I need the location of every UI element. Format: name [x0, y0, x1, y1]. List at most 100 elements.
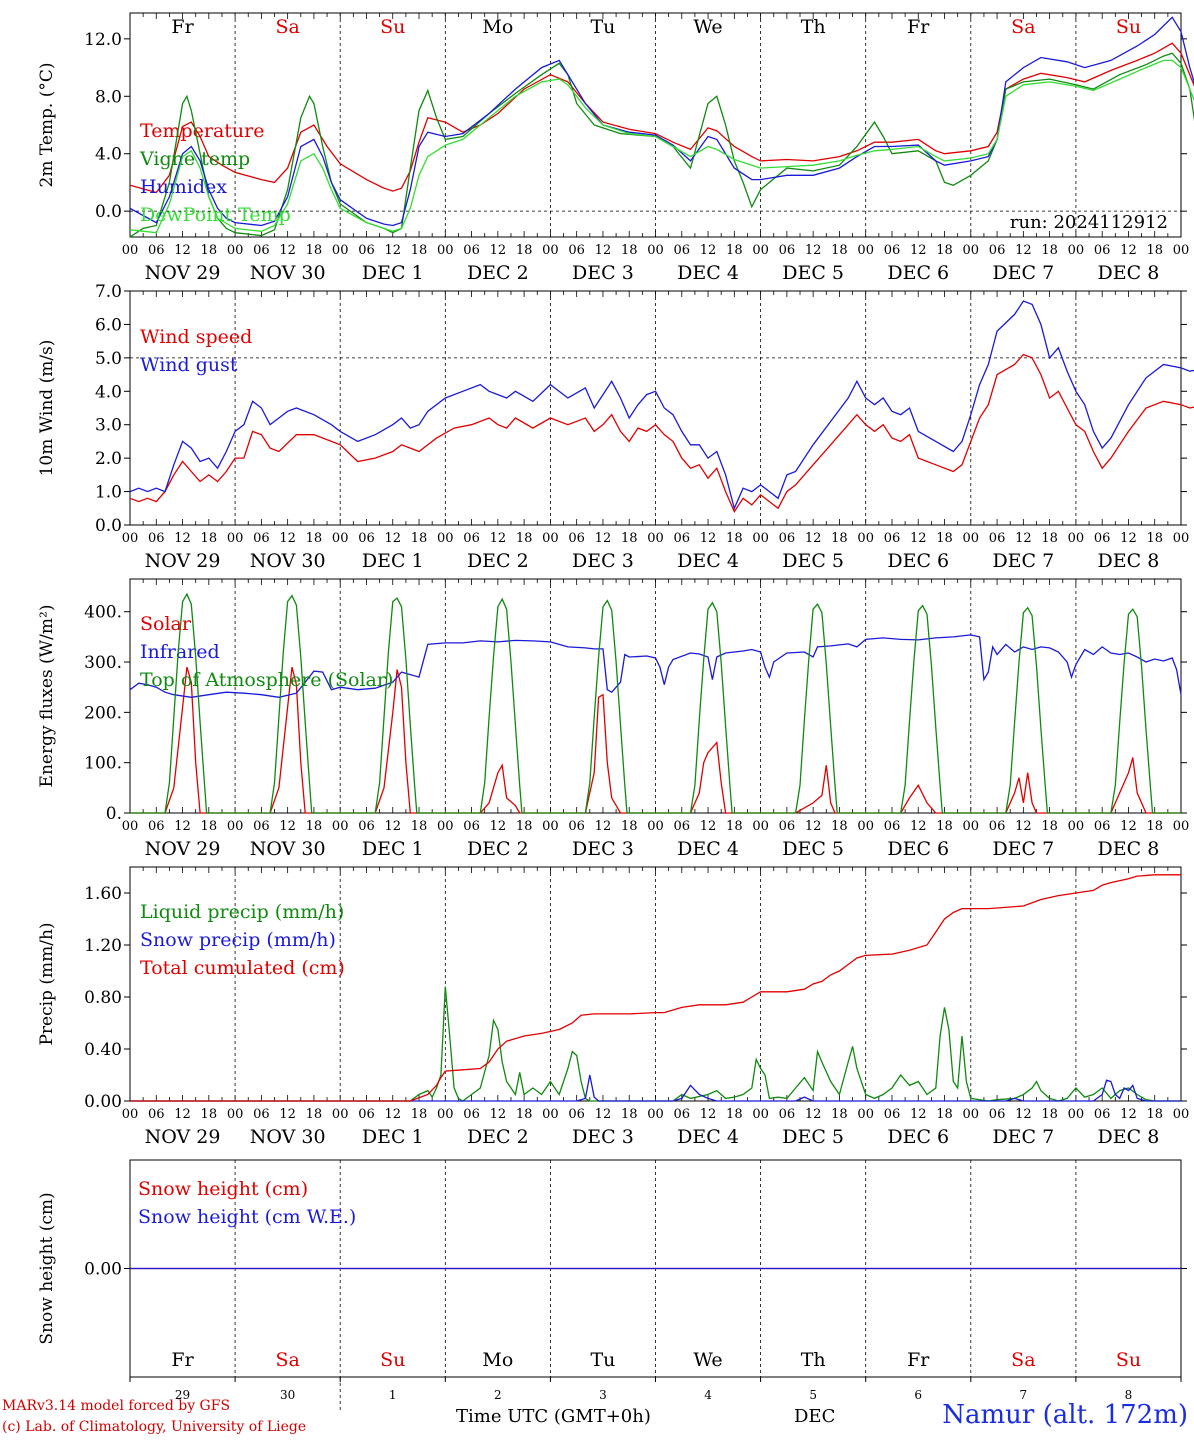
- temp-hour-label: 00: [1173, 243, 1190, 258]
- wind-y-tick-label: 0.0: [95, 516, 122, 536]
- wind-hour-label: 18: [201, 531, 218, 546]
- flux-hour-label: 18: [831, 819, 848, 834]
- snow-legend-entry: Snow height (cm): [138, 1178, 308, 1200]
- flux-series-line: [130, 592, 1181, 814]
- wind-y-tick-label: 5.0: [95, 349, 122, 369]
- flux-hour-label: 12: [384, 819, 401, 834]
- wind-y-tick-label: 7.0: [95, 282, 122, 302]
- precip-date-label: NOV 30: [250, 1126, 326, 1148]
- precip-y-tick-label: 1.20: [84, 936, 122, 956]
- snow-y-axis-label: Snow height (cm): [37, 1192, 57, 1344]
- snow-y-tick-label: 0.00: [84, 1260, 122, 1280]
- precip-hour-label: 12: [700, 1107, 717, 1122]
- weekday-label-bottom: Sa: [275, 1349, 299, 1371]
- precip-hour-label: 12: [490, 1107, 507, 1122]
- flux-hour-label: 12: [279, 819, 296, 834]
- flux-date-label: DEC 6: [887, 838, 949, 860]
- precip-legend-entry: Liquid precip (mm/h): [140, 901, 344, 923]
- temp-hour-label: 18: [831, 243, 848, 258]
- precip-series-line: [130, 986, 1181, 1102]
- weekday-label-top: Mo: [482, 16, 513, 38]
- temp-hour-label: 00: [227, 243, 244, 258]
- precip-hour-label: 00: [1068, 1107, 1085, 1122]
- temp-hour-label: 12: [595, 243, 612, 258]
- weekday-label-bottom: Su: [1116, 1349, 1141, 1371]
- temp-hour-label: 12: [490, 243, 507, 258]
- temp-hour-label: 06: [884, 243, 901, 258]
- temp-hour-label: 12: [910, 243, 927, 258]
- temp-hour-label: 12: [279, 243, 296, 258]
- flux-series-line: [129, 634, 1182, 698]
- precip-hour-label: 12: [1120, 1107, 1137, 1122]
- temp-hour-label: 06: [779, 243, 796, 258]
- precip-hour-label: 00: [857, 1107, 874, 1122]
- flux-hour-label: 06: [989, 819, 1006, 834]
- temp-legend-entry: Humidex: [140, 176, 227, 198]
- precip-hour-label: 06: [148, 1107, 165, 1122]
- wind-date-label: NOV 30: [250, 550, 326, 572]
- flux-date-label: DEC 3: [572, 838, 634, 860]
- temp-hour-label: 06: [463, 243, 480, 258]
- precip-hour-label: 18: [831, 1107, 848, 1122]
- temp-hour-label: 12: [700, 243, 717, 258]
- run-label: run: 2024112912: [1010, 212, 1168, 233]
- flux-hour-label: 12: [805, 819, 822, 834]
- precip-y-axis-label: Precip (mm/h): [37, 922, 57, 1045]
- flux-y-tick-label: 200.: [84, 703, 122, 723]
- temp-y-tick-label: 4.0: [95, 145, 122, 165]
- wind-y-tick-label: 2.0: [95, 449, 122, 469]
- wind-hour-label: 00: [122, 531, 139, 546]
- precip-y-tick-label: 0.00: [84, 1092, 122, 1112]
- wind-date-label: NOV 29: [145, 550, 221, 572]
- wind-date-label: DEC 8: [1098, 550, 1160, 572]
- wind-hour-label: 12: [910, 531, 927, 546]
- flux-hour-label: 00: [122, 819, 139, 834]
- weekday-label-bottom: Fr: [907, 1349, 930, 1371]
- temp-hour-label: 18: [621, 243, 638, 258]
- temp-hour-label: 00: [963, 243, 980, 258]
- flux-legend-entry: Solar: [140, 613, 192, 635]
- temp-date-label: DEC 3: [572, 262, 634, 284]
- wind-series-line: [129, 300, 1194, 511]
- wind-hour-label: 00: [437, 531, 454, 546]
- day-number-label: 4: [704, 1388, 712, 1402]
- temp-date-label: DEC 8: [1098, 262, 1160, 284]
- wind-legend-entry: Wind gust: [140, 354, 238, 376]
- wind-hour-label: 18: [621, 531, 638, 546]
- temp-hour-label: 18: [726, 243, 743, 258]
- precip-date-label: DEC 4: [677, 1126, 739, 1148]
- weekday-label-top: Tu: [590, 16, 615, 38]
- temp-series-line: [129, 42, 1194, 194]
- temp-date-label: DEC 5: [782, 262, 844, 284]
- temp-hour-label: 12: [174, 243, 191, 258]
- weekday-label-bottom: Tu: [590, 1349, 615, 1371]
- weekday-label-bottom: Mo: [482, 1349, 513, 1371]
- temp-hour-label: 18: [516, 243, 533, 258]
- model-credit: MARv3.14 model forced by GFS: [2, 1398, 231, 1414]
- wind-hour-label: 06: [779, 531, 796, 546]
- wind-hour-label: 18: [306, 531, 323, 546]
- temp-series-line: [129, 59, 1194, 234]
- weekday-label-bottom: Su: [380, 1349, 405, 1371]
- precip-hour-label: 12: [910, 1107, 927, 1122]
- precip-hour-label: 00: [752, 1107, 769, 1122]
- snow-legend-entry: Snow height (cm W.E.): [138, 1206, 356, 1228]
- flux-hour-label: 06: [779, 819, 796, 834]
- temp-hour-label: 12: [1120, 243, 1137, 258]
- flux-y-tick-label: 0.: [106, 804, 122, 824]
- precip-y-tick-label: 1.60: [84, 884, 122, 904]
- flux-hour-label: 12: [910, 819, 927, 834]
- temp-legend-entry: Vigne temp: [139, 148, 250, 170]
- flux-hour-label: 00: [857, 819, 874, 834]
- temp-y-tick-label: 8.0: [95, 87, 122, 107]
- temp-hour-label: 18: [936, 243, 953, 258]
- flux-series-line: [130, 666, 1181, 814]
- temp-hour-label: 00: [857, 243, 874, 258]
- flux-hour-label: 00: [227, 819, 244, 834]
- precip-hour-label: 12: [174, 1107, 191, 1122]
- temp-hour-label: 18: [306, 243, 323, 258]
- flux-hour-label: 18: [726, 819, 743, 834]
- precip-y-tick-label: 0.80: [84, 988, 122, 1008]
- precip-series-line: [130, 874, 1181, 1102]
- temp-hour-label: 00: [542, 243, 559, 258]
